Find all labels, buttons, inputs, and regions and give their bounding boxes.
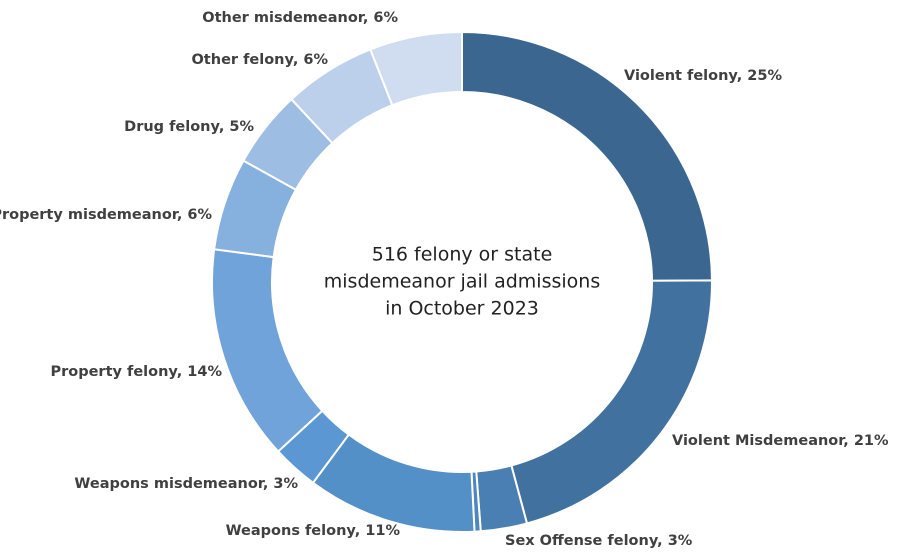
segment-label: Weapons felony, 11%	[226, 523, 401, 539]
segment-label: Other felony, 6%	[191, 52, 328, 68]
donut-segment	[510, 279, 713, 525]
segment-label: Other misdemeanor, 6%	[202, 10, 398, 26]
segment-label: Drug felony, 5%	[124, 119, 254, 135]
segment-label: Violent Misdemeanor, 21%	[672, 433, 889, 449]
segment-label: Sex Offense felony, 3%	[505, 533, 693, 549]
segment-label: Property felony, 14%	[50, 364, 222, 380]
donut-segment	[211, 248, 324, 453]
segment-label: Weapons misdemeanor, 3%	[74, 476, 298, 492]
center-text: misdemeanor jail admissions	[324, 271, 600, 293]
center-text: 516 felony or state	[372, 244, 553, 266]
segment-label: Property misdemeanor, 6%	[0, 207, 212, 223]
donut-segment	[369, 30, 463, 107]
center-text: in October 2023	[385, 298, 539, 320]
segment-label: Violent felony, 25%	[624, 68, 782, 84]
